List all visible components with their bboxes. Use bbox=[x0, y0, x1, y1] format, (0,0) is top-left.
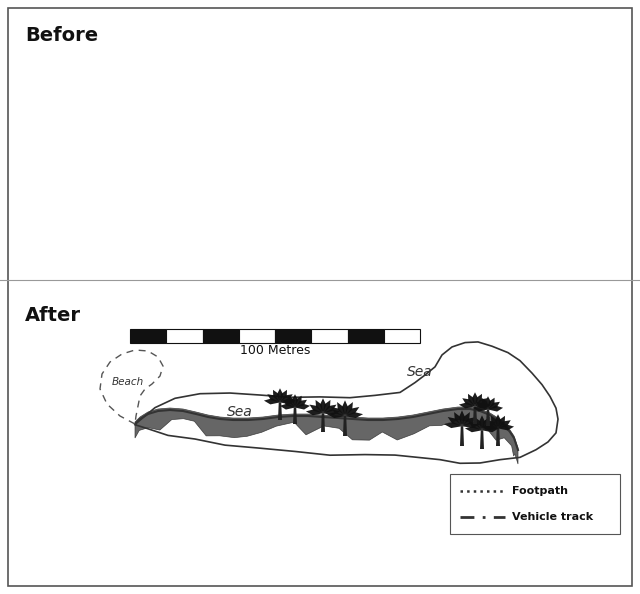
Polygon shape bbox=[485, 420, 498, 428]
Polygon shape bbox=[475, 394, 482, 406]
Text: 100 Metres: 100 Metres bbox=[240, 344, 310, 357]
Bar bbox=[384, 329, 420, 343]
Polygon shape bbox=[280, 390, 287, 402]
Text: Vehicle track: Vehicle track bbox=[512, 512, 593, 522]
Polygon shape bbox=[462, 412, 470, 426]
Polygon shape bbox=[280, 399, 296, 405]
Polygon shape bbox=[323, 405, 337, 413]
Polygon shape bbox=[460, 426, 464, 446]
Polygon shape bbox=[495, 414, 501, 428]
Polygon shape bbox=[462, 398, 475, 406]
Polygon shape bbox=[331, 407, 345, 416]
Polygon shape bbox=[459, 410, 465, 426]
Polygon shape bbox=[447, 417, 462, 426]
Polygon shape bbox=[295, 403, 310, 410]
Polygon shape bbox=[498, 424, 514, 431]
Text: Before: Before bbox=[25, 26, 98, 45]
Text: Sea: Sea bbox=[227, 405, 253, 419]
Polygon shape bbox=[320, 398, 326, 413]
Text: Beach: Beach bbox=[112, 377, 144, 387]
Polygon shape bbox=[479, 415, 485, 430]
Polygon shape bbox=[345, 402, 353, 416]
Polygon shape bbox=[498, 420, 511, 428]
Polygon shape bbox=[485, 396, 491, 409]
Polygon shape bbox=[273, 390, 280, 402]
Polygon shape bbox=[342, 400, 348, 416]
Polygon shape bbox=[468, 422, 482, 430]
Polygon shape bbox=[293, 407, 297, 424]
Polygon shape bbox=[345, 407, 359, 416]
Polygon shape bbox=[498, 416, 505, 428]
Polygon shape bbox=[488, 402, 500, 409]
Polygon shape bbox=[459, 402, 475, 409]
Polygon shape bbox=[268, 394, 280, 402]
Bar bbox=[166, 329, 202, 343]
Bar bbox=[202, 329, 239, 343]
Polygon shape bbox=[310, 405, 323, 413]
Text: After: After bbox=[25, 306, 81, 325]
Polygon shape bbox=[323, 409, 340, 415]
Polygon shape bbox=[277, 388, 283, 402]
Polygon shape bbox=[306, 409, 323, 415]
Polygon shape bbox=[264, 399, 280, 405]
Polygon shape bbox=[292, 394, 298, 407]
Polygon shape bbox=[316, 400, 323, 413]
Bar bbox=[311, 329, 348, 343]
Bar bbox=[348, 329, 384, 343]
Bar bbox=[130, 329, 166, 343]
Polygon shape bbox=[482, 422, 495, 430]
Polygon shape bbox=[454, 412, 462, 426]
Polygon shape bbox=[480, 430, 484, 449]
Polygon shape bbox=[295, 400, 307, 407]
Polygon shape bbox=[473, 406, 477, 424]
Polygon shape bbox=[283, 400, 295, 407]
Polygon shape bbox=[482, 426, 499, 432]
Bar bbox=[239, 329, 275, 343]
Polygon shape bbox=[488, 406, 503, 412]
Polygon shape bbox=[465, 426, 482, 432]
Polygon shape bbox=[481, 398, 488, 409]
Polygon shape bbox=[135, 342, 558, 462]
Polygon shape bbox=[476, 402, 488, 409]
Bar bbox=[450, 474, 620, 534]
Polygon shape bbox=[321, 413, 325, 432]
Polygon shape bbox=[323, 400, 330, 413]
Polygon shape bbox=[496, 428, 500, 446]
Polygon shape bbox=[482, 417, 490, 430]
Polygon shape bbox=[472, 392, 478, 406]
Text: Footpath: Footpath bbox=[512, 486, 568, 496]
Polygon shape bbox=[343, 416, 347, 436]
Polygon shape bbox=[474, 417, 482, 430]
Polygon shape bbox=[491, 416, 498, 428]
Polygon shape bbox=[135, 407, 518, 464]
Polygon shape bbox=[327, 412, 345, 418]
Bar bbox=[275, 329, 311, 343]
Polygon shape bbox=[337, 402, 345, 416]
Polygon shape bbox=[289, 396, 295, 407]
Polygon shape bbox=[280, 403, 295, 410]
Polygon shape bbox=[488, 398, 495, 409]
Polygon shape bbox=[482, 424, 498, 431]
Polygon shape bbox=[475, 398, 488, 406]
Polygon shape bbox=[475, 402, 491, 409]
Polygon shape bbox=[345, 412, 363, 418]
Polygon shape bbox=[468, 394, 475, 406]
Text: Sea: Sea bbox=[407, 365, 433, 379]
Polygon shape bbox=[473, 406, 488, 412]
Polygon shape bbox=[295, 396, 301, 407]
Polygon shape bbox=[462, 417, 476, 426]
Polygon shape bbox=[462, 422, 480, 428]
Polygon shape bbox=[486, 409, 490, 426]
Polygon shape bbox=[280, 394, 292, 402]
Polygon shape bbox=[444, 422, 462, 428]
Polygon shape bbox=[278, 402, 282, 420]
